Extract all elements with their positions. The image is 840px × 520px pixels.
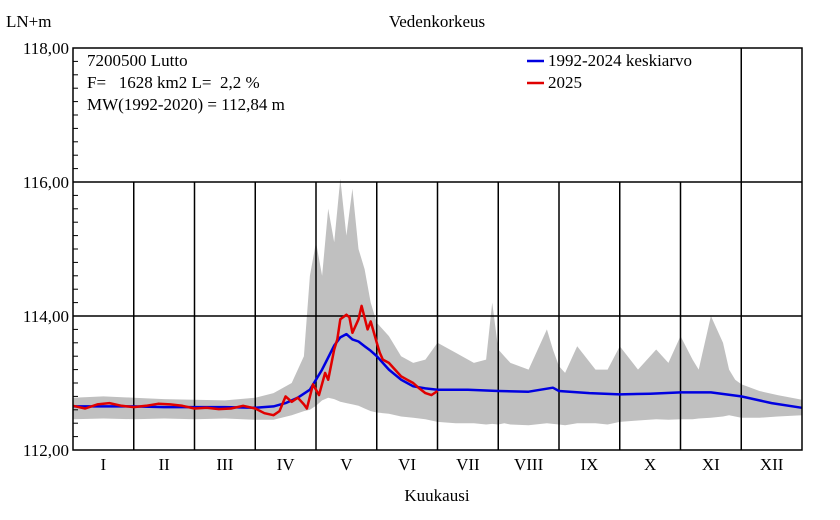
- grid-layer: [73, 47, 802, 451]
- x-tick-label: XII: [760, 455, 784, 474]
- x-tick-label: IX: [580, 455, 598, 474]
- y-tick-label: 114,00: [23, 307, 69, 326]
- x-tick-label: VI: [398, 455, 416, 474]
- chart-title: Vedenkorkeus: [389, 12, 485, 31]
- y-tick-label: 116,00: [23, 173, 69, 192]
- series-line-2025: [72, 304, 439, 417]
- plot-frame: [72, 47, 803, 451]
- x-tick-label: V: [340, 455, 353, 474]
- x-tick-label: VIII: [514, 455, 544, 474]
- series-layer: [72, 304, 803, 417]
- x-tick-label: X: [644, 455, 656, 474]
- legend: 1992-2024 keskiarvo 2025: [527, 51, 692, 92]
- y-axis-label: LN+m: [6, 12, 51, 31]
- series-line-mean: [73, 332, 803, 410]
- x-tick-label: II: [158, 455, 170, 474]
- info-line-area: F= 1628 km2 L= 2,2 %: [87, 73, 260, 92]
- y-tick-label: 112,00: [23, 441, 69, 460]
- x-tick-label: III: [216, 455, 233, 474]
- x-tick-label: I: [101, 455, 107, 474]
- x-tick-label: VII: [456, 455, 480, 474]
- info-line-mean: MW(1992-2020) = 112,84 m: [87, 95, 285, 114]
- info-line-station: 7200500 Lutto: [87, 51, 188, 70]
- x-axis-label: Kuukausi: [404, 486, 469, 505]
- x-tick-label: IV: [277, 455, 296, 474]
- x-tick-label: XI: [702, 455, 720, 474]
- legend-label-2025: 2025: [548, 73, 582, 92]
- legend-label-mean: 1992-2024 keskiarvo: [548, 51, 692, 70]
- y-tick-label: 118,00: [23, 39, 69, 58]
